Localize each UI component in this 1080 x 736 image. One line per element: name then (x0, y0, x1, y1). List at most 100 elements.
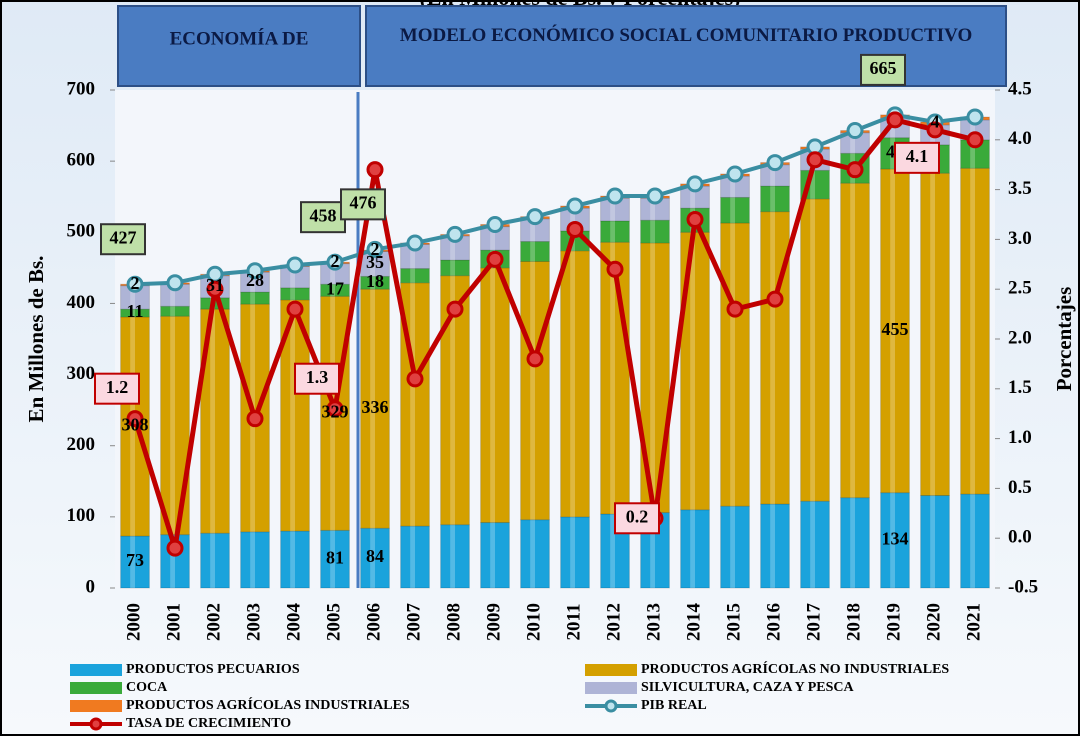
line-marker (206, 280, 224, 298)
y2-tick-label: 0.0 (1008, 527, 1032, 548)
label-box (614, 502, 660, 535)
bar-shine (530, 261, 535, 520)
line-marker (686, 175, 704, 193)
line-marker (966, 108, 984, 126)
bar-shine (890, 168, 895, 493)
x-tick-label: 2008 (443, 603, 464, 641)
x-tick-label: 2005 (323, 603, 344, 641)
line-marker (286, 256, 304, 274)
line-marker (486, 215, 504, 233)
bar-segment (560, 250, 590, 518)
bar-shine (290, 531, 295, 588)
bar-shine (410, 244, 415, 269)
data-label: 73 (126, 550, 144, 570)
bar-shine (970, 494, 975, 588)
data-label: 2 (131, 273, 140, 293)
line-marker (646, 187, 664, 205)
bar-shine (490, 226, 495, 251)
period-label-wrap: MODELO ECONÓMICO SOCIAL COMUNITARIO PROD… (400, 25, 972, 46)
bar-shine (770, 504, 775, 588)
bar-shine (410, 282, 415, 527)
legend-swatch (70, 682, 122, 694)
x-tick-label: 2009 (483, 603, 504, 641)
line-marker (526, 350, 544, 368)
data-label: 11 (126, 301, 143, 321)
x-tick-label: 2001 (163, 603, 184, 641)
bar-shine (530, 218, 535, 242)
period-box (117, 5, 361, 87)
bar-segment (720, 196, 750, 224)
bar-shine (450, 275, 455, 525)
legend-swatch (604, 699, 618, 713)
y2-tick-label: 4.5 (1008, 78, 1032, 99)
data-label: 665 (870, 58, 897, 78)
bar-shine (770, 164, 775, 187)
bar-shine (330, 263, 335, 285)
x-tick-label: 2007 (403, 603, 424, 642)
line-marker (126, 275, 144, 293)
label-box (860, 53, 906, 86)
x-tick-label: 2000 (123, 603, 144, 641)
line-marker (406, 370, 424, 388)
y2-tick-label: 3.0 (1008, 228, 1032, 249)
bar-segment (720, 222, 750, 507)
y2-tick-label: 4.0 (1008, 128, 1032, 149)
bar-shine (290, 287, 295, 300)
legend-label: SILVICULTURA, CAZA Y PESCA (641, 680, 855, 695)
legend-label: PRODUCTOS PECUARIOS (126, 662, 300, 677)
bar-shine (250, 272, 255, 293)
bar-segment (920, 495, 950, 589)
bar-segment (840, 497, 870, 589)
legend-swatch (585, 664, 637, 676)
bar-segment (880, 492, 910, 589)
label-box (100, 223, 146, 256)
y-tick-label: 700 (67, 78, 96, 99)
bar-shine (370, 528, 375, 588)
bar-segment (440, 524, 470, 589)
line-marker (606, 187, 624, 205)
x-tick-label: 2014 (683, 603, 704, 642)
bar-shine (610, 198, 615, 221)
y-tick-label: 600 (67, 150, 96, 171)
data-label: 4.1 (906, 146, 929, 166)
bar-shine (770, 211, 775, 505)
data-label: 1.2 (106, 377, 129, 397)
period-label: ECONOMÍA DE (170, 27, 309, 49)
line-marker (526, 208, 544, 226)
bar-segment (120, 316, 150, 537)
bar-shine (690, 186, 695, 209)
x-tick-label: 2015 (723, 603, 744, 641)
bar-shine (850, 132, 855, 154)
bar-shine (370, 289, 375, 529)
label-box (94, 372, 140, 405)
data-label: 81 (326, 547, 344, 567)
legend-swatch (70, 664, 122, 676)
bar-shine (170, 534, 175, 588)
x-tick-label: 2021 (963, 603, 984, 641)
line-marker (366, 161, 384, 179)
bar-shine (490, 267, 495, 523)
data-label: 329 (322, 401, 349, 421)
x-tick-label: 2013 (643, 603, 664, 641)
bar-shine (410, 526, 415, 588)
x-tick-label: 2004 (283, 603, 304, 642)
x-tick-label: 2003 (243, 603, 264, 641)
bar-shine (570, 516, 575, 588)
bar-segment (960, 167, 990, 495)
bar-shine (250, 531, 255, 588)
legend-label: TASA DE CRECIMIENTO (126, 716, 291, 731)
line-marker (766, 154, 784, 172)
bar-shine (810, 198, 815, 502)
label-box (340, 188, 386, 221)
bar-shine (850, 497, 855, 588)
data-label: 427 (110, 227, 137, 247)
legend-label: COCA (126, 680, 168, 695)
line-marker (166, 539, 184, 557)
y2-axis-label: Porcentajes (1052, 287, 1076, 392)
bar-segment (840, 182, 870, 499)
data-label: 0.2 (626, 506, 649, 526)
x-tick-label: 2006 (363, 603, 384, 641)
data-label: 31 (206, 275, 224, 295)
line-marker (606, 260, 624, 278)
bar-shine (650, 220, 655, 243)
